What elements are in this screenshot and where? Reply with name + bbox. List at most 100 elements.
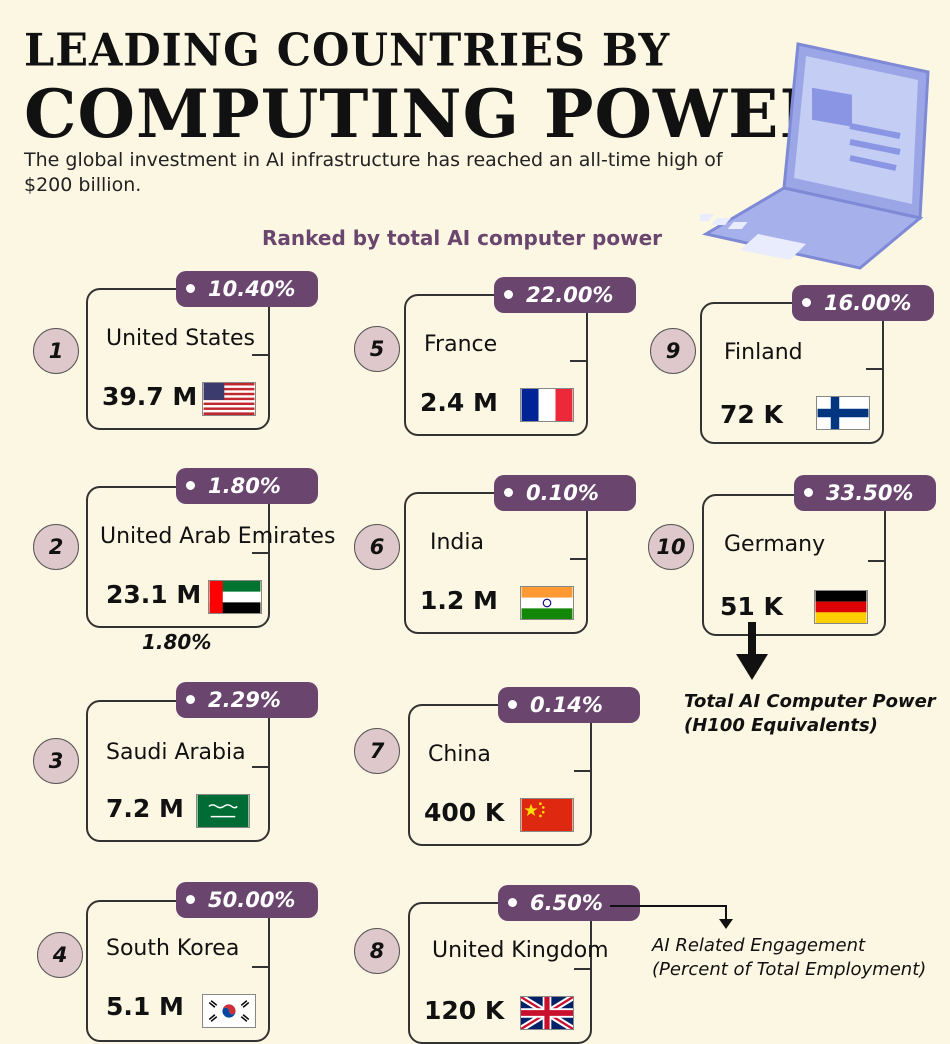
pill-dot	[504, 488, 513, 497]
compute-value: 400 K	[424, 798, 505, 827]
rank-badge: 9	[650, 328, 696, 374]
subtitle: The global investment in AI infrastructu…	[24, 149, 723, 196]
engagement-value: 16.00%	[824, 291, 912, 315]
engagement-pill: 0.10%	[494, 475, 636, 511]
compute-value: 23.1 M	[106, 580, 202, 609]
card-tick	[868, 560, 886, 562]
germany-flag-icon	[814, 590, 868, 624]
country-name: South Korea	[106, 936, 240, 961]
engagement-pill: 33.50%	[794, 475, 936, 511]
engagement-value: 0.14%	[530, 693, 603, 717]
engagement-value: 0.10%	[526, 481, 599, 505]
compute-value: 51 K	[720, 592, 783, 621]
country-name: India	[430, 530, 484, 555]
engagement-pill: 22.00%	[494, 277, 636, 313]
rank-badge: 3	[33, 738, 79, 784]
rank-badge: 4	[37, 932, 83, 978]
engagement-value: 10.40%	[208, 277, 296, 301]
legend-employment-line1: AI Related Engagement	[652, 935, 866, 956]
compute-value: 39.7 M	[102, 382, 198, 411]
china-flag-icon	[520, 798, 574, 832]
engagement-value: 6.50%	[530, 891, 603, 915]
pill-dot	[186, 695, 195, 704]
pill-dot	[802, 298, 811, 307]
engagement-value: 33.50%	[826, 481, 914, 505]
country-card: China 400 K	[408, 704, 592, 846]
card-tick	[570, 558, 588, 560]
country-name: United Arab Emirates	[100, 524, 336, 549]
engagement-pill: 2.29%	[176, 682, 318, 718]
engagement-arrow-icon	[610, 905, 733, 929]
card-tick	[570, 360, 588, 362]
country-name: United States	[106, 326, 255, 351]
country-card: France 2.4 M	[404, 294, 588, 436]
finland-flag-icon	[816, 396, 870, 430]
engagement-pill: 16.00%	[792, 285, 934, 321]
ranked-label: Ranked by total AI computer power	[262, 226, 663, 250]
legend-employment-line2: (Percent of Total Employment)	[652, 959, 927, 980]
uk-flag-icon	[520, 996, 574, 1030]
legend-employment: AI Related Engagement (Percent of Total …	[652, 934, 926, 982]
engagement-value: 2.29%	[208, 688, 281, 712]
engagement-pill: 0.14%	[498, 687, 640, 723]
uae-flag-icon	[208, 580, 262, 614]
pill-dot	[186, 481, 195, 490]
rank-badge: 6	[354, 524, 400, 570]
pill-dot	[186, 895, 195, 904]
pill-dot	[804, 488, 813, 497]
country-card: South Korea 5.1 M	[86, 900, 270, 1042]
rank-badge: 1	[33, 328, 79, 374]
country-name: United Kingdom	[432, 938, 609, 963]
card-tick	[252, 766, 270, 768]
engagement-pill: 50.00%	[176, 882, 318, 918]
card-tick	[866, 368, 884, 370]
country-card: United States 39.7 M	[86, 288, 270, 430]
legend-power-line1: Total AI Computer Power	[684, 691, 936, 712]
legend-power-line2: (H100 Equivalents)	[684, 715, 878, 736]
country-card: United Arab Emirates 23.1 M	[86, 486, 335, 628]
country-name: Saudi Arabia	[106, 740, 246, 765]
engagement-value: 50.00%	[208, 888, 296, 912]
saudi-flag-icon	[196, 794, 250, 828]
rank-badge: 2	[33, 524, 79, 570]
country-name: France	[424, 332, 498, 357]
engagement-pill: 1.80%	[176, 468, 318, 504]
card-tick	[574, 770, 592, 772]
france-flag-icon	[520, 388, 574, 422]
rank-badge: 5	[354, 326, 400, 372]
engagement-pill: 6.50%	[498, 885, 640, 921]
down-arrow-icon	[736, 622, 768, 680]
uae-extra-percent: 1.80%	[142, 630, 212, 654]
country-card: Saudi Arabia 7.2 M	[86, 700, 270, 842]
pill-dot	[186, 284, 195, 293]
laptop-illustration	[700, 42, 930, 270]
country-card: India 1.2 M	[404, 492, 588, 634]
country-name: Germany	[724, 532, 826, 557]
us-flag-icon	[202, 382, 256, 416]
card-tick	[574, 968, 592, 970]
country-card: Germany 51 K	[702, 494, 886, 636]
compute-value: 120 K	[424, 996, 505, 1025]
title-line-2: COMPUTING POWER	[24, 75, 836, 153]
compute-value: 72 K	[720, 400, 783, 429]
compute-value: 5.1 M	[106, 992, 184, 1021]
engagement-value: 22.00%	[526, 283, 614, 307]
rank-badge: 10	[648, 524, 694, 570]
country-name: China	[428, 742, 491, 767]
india-flag-icon	[520, 586, 574, 620]
legend-power: Total AI Computer Power (H100 Equivalent…	[684, 690, 936, 738]
rank-badge: 8	[354, 928, 400, 974]
country-name: Finland	[724, 340, 803, 365]
country-card: United Kingdom 120 K	[408, 902, 609, 1044]
engagement-value: 1.80%	[208, 474, 281, 498]
pill-dot	[508, 898, 517, 907]
pill-dot	[508, 700, 517, 709]
engagement-pill: 10.40%	[176, 271, 318, 307]
country-card: Finland 72 K	[700, 302, 884, 444]
compute-value: 2.4 M	[420, 388, 498, 417]
card-tick	[252, 966, 270, 968]
pill-dot	[504, 290, 513, 299]
korea-flag-icon	[202, 994, 256, 1028]
card-tick	[252, 354, 270, 356]
rank-badge: 7	[354, 728, 400, 774]
